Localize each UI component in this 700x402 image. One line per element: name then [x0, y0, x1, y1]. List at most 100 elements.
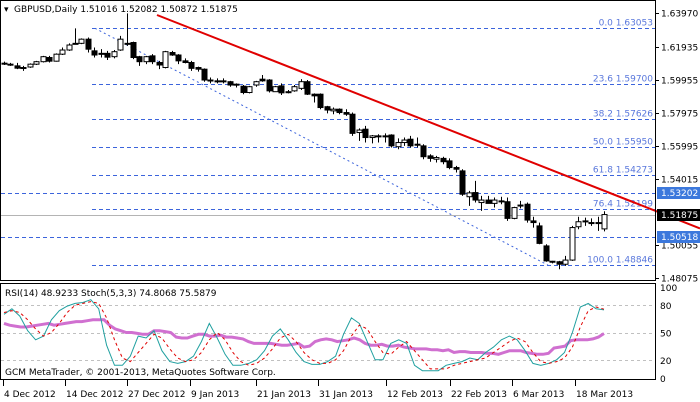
- candle: [395, 138, 402, 150]
- time-tick-label: 9 Jan 2013: [191, 390, 239, 400]
- candle: [543, 244, 550, 262]
- indicator-grid: 100 80 50 20 0: [1, 284, 677, 385]
- candle: [446, 158, 453, 170]
- candle: [582, 217, 589, 226]
- candle: [369, 135, 376, 144]
- price-axis: 1.63970 1.61935 1.59955 1.57975 1.55995 1.540…: [655, 0, 700, 285]
- candle: [130, 41, 137, 60]
- candle: [14, 62, 21, 70]
- price-marker: [657, 231, 700, 243]
- candle: [549, 260, 556, 264]
- candlesticks: [1, 13, 608, 270]
- candle: [233, 83, 240, 88]
- candle: [278, 83, 285, 96]
- price-tick-label: 1.54015: [661, 176, 698, 186]
- current-price-marker: [657, 209, 700, 221]
- candle: [453, 165, 460, 173]
- candle: [162, 50, 169, 69]
- candle: [595, 216, 602, 231]
- time-tick-label: 6 Mar 2013: [513, 390, 564, 400]
- current-price-label: 1.51875: [661, 211, 698, 221]
- candle: [201, 68, 208, 82]
- candle: [459, 169, 466, 196]
- price-tick-label: 1.50055: [661, 242, 698, 252]
- candle: [343, 109, 350, 116]
- candle: [91, 47, 98, 58]
- candle: [375, 134, 382, 143]
- candle: [588, 218, 595, 226]
- candle: [311, 93, 318, 103]
- candle: [420, 144, 427, 160]
- candle: [504, 197, 511, 221]
- candle: [349, 112, 356, 136]
- candle: [259, 75, 266, 82]
- indicator-tick-label: 0: [660, 375, 666, 385]
- candle: [195, 66, 202, 72]
- price-marker: [657, 187, 700, 199]
- candle: [143, 55, 150, 65]
- price-marker-label: 1.53202: [661, 189, 698, 199]
- candle: [330, 107, 337, 115]
- price-tick-label: 1.59955: [661, 77, 698, 87]
- candle: [246, 85, 253, 94]
- symbol-title: GBPUSD,Daily 1.51016 1.52082 1.50872 1.5…: [14, 5, 238, 15]
- candle: [175, 54, 182, 65]
- candle: [472, 180, 479, 203]
- candle: [220, 78, 227, 84]
- price-tick-label: 1.57975: [661, 110, 698, 120]
- price-tick-label: 1.63970: [661, 10, 698, 20]
- candle: [156, 60, 163, 70]
- candle: [207, 77, 214, 84]
- candle: [72, 28, 79, 45]
- candle: [440, 156, 447, 165]
- trendline[interactable]: [156, 14, 700, 230]
- rsi-line: [3, 318, 605, 356]
- candle: [414, 137, 421, 148]
- candle: [214, 78, 221, 84]
- candle: [427, 154, 434, 162]
- candle: [104, 50, 111, 61]
- indicator-tick-label: 100: [660, 284, 677, 294]
- candle: [124, 13, 131, 46]
- candle: [117, 35, 124, 51]
- candle: [85, 37, 92, 53]
- time-tick-label: 18 Mar 2013: [576, 390, 633, 400]
- main-chart-frame: [0, 0, 656, 281]
- symbol-dropdown-icon[interactable]: ▾: [4, 5, 9, 15]
- candle: [1, 61, 8, 66]
- time-tick-label: 21 Jan 2013: [257, 390, 311, 400]
- candle: [401, 137, 408, 146]
- indicator-tick-label: 20: [660, 357, 672, 367]
- fibonacci-levels: 0.0 1.63053 23.6 1.59700 38.2 1.57626 50.0 …: [1, 19, 655, 266]
- candle: [136, 55, 143, 66]
- candle: [253, 80, 260, 87]
- fib-level-label: 76.4 1.52199: [593, 200, 653, 210]
- price-tick-label: 1.48075: [661, 275, 698, 285]
- candle: [98, 49, 105, 58]
- time-tick-label: 12 Feb 2013: [387, 390, 443, 400]
- candle: [569, 225, 576, 261]
- fib-level-label: 23.6 1.59700: [593, 75, 653, 85]
- candle: [524, 202, 531, 223]
- candle: [601, 211, 608, 232]
- red-trendline[interactable]: [156, 14, 700, 230]
- price-tick-label: 1.61935: [661, 44, 698, 54]
- candle: [7, 62, 14, 66]
- candle: [20, 65, 27, 71]
- fib-level-label: 61.8 1.54273: [593, 166, 653, 176]
- price-tick-label: 1.55995: [661, 143, 698, 153]
- time-tick-label: 14 Dec 2012: [66, 390, 124, 400]
- candle: [407, 135, 414, 148]
- candle: [272, 85, 279, 93]
- price-marker-label: 1.50518: [661, 233, 698, 243]
- candle: [285, 90, 292, 94]
- candle: [485, 195, 492, 204]
- candle: [511, 206, 518, 220]
- candle: [59, 47, 66, 56]
- indicator-tick-label: 50: [660, 330, 672, 340]
- time-axis: 4 Dec 2012 14 Dec 2012 27 Dec 2012 9 Jan 20…: [3, 380, 633, 400]
- candle: [575, 216, 582, 230]
- candle: [388, 134, 395, 148]
- candle: [562, 255, 569, 266]
- candle: [291, 85, 298, 92]
